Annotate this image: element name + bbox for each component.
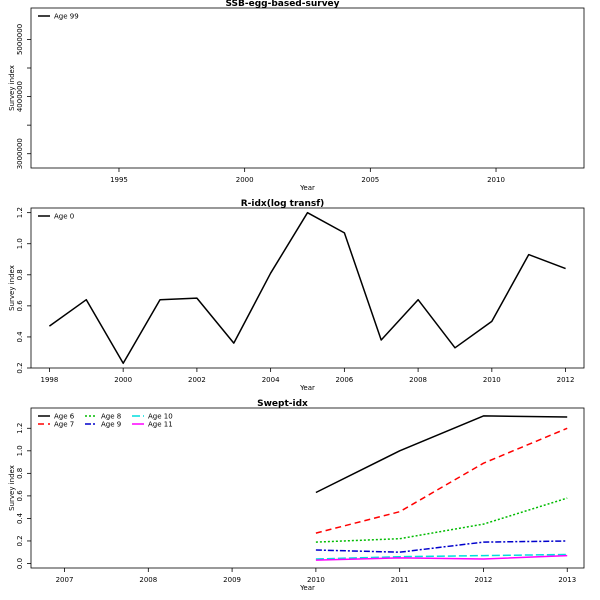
y-tick-label: 5000000 <box>16 24 24 55</box>
chart-title: SSB-egg-based-survey <box>225 0 339 9</box>
legend-label: Age 6 <box>54 413 75 421</box>
x-tick-label: 2005 <box>361 176 379 184</box>
series-line <box>315 415 568 494</box>
x-tick-label: 2013 <box>558 576 576 584</box>
x-tick-label: 2012 <box>475 576 493 584</box>
x-axis-label: Year <box>299 584 315 592</box>
y-axis-label: Survey index <box>8 65 16 111</box>
y-tick-label: 0.2 <box>16 362 24 373</box>
plot-frame <box>30 407 585 569</box>
legend-label: Age 7 <box>54 421 74 429</box>
x-tick-label: 2000 <box>114 376 132 384</box>
y-tick-label: 3000000 <box>16 138 24 169</box>
y-tick-label: 0.4 <box>16 331 24 343</box>
x-axis-label: Year <box>299 384 315 392</box>
x-tick-label: 2004 <box>262 376 280 384</box>
legend-label: Age 8 <box>101 413 121 421</box>
y-tick-label: 0.6 <box>16 300 24 312</box>
y-tick-label: 1.2 <box>16 207 24 218</box>
legend-label: Age 0 <box>54 213 74 221</box>
chart-panel-3: Swept-idx 2007 2008 2009 2010 2011 2012 2013 0.0… <box>8 399 585 592</box>
y-axis-label: Survey index <box>8 265 16 311</box>
x-tick-label: 2006 <box>335 376 353 384</box>
y-tick-label: 1.2 <box>16 423 24 434</box>
x-tick-label: 2011 <box>391 576 409 584</box>
chart-panel-2: R-idx(log transf) 1998 2000 2002 2004 2006 200… <box>8 199 585 392</box>
x-axis-label: Year <box>299 184 315 192</box>
y-tick-label: 0.0 <box>16 558 24 569</box>
series-line <box>315 497 568 543</box>
series-line <box>315 427 568 534</box>
chart-title: R-idx(log transf) <box>241 199 325 209</box>
chart-title: Swept-idx <box>257 399 308 409</box>
y-tick-label: 0.2 <box>16 535 24 546</box>
series-line <box>48 211 566 365</box>
y-tick-label: 4000000 <box>16 81 24 112</box>
y-tick-label: 1.0 <box>16 238 24 249</box>
x-tick-label: 2010 <box>487 176 505 184</box>
series-line <box>315 540 568 553</box>
x-tick-label: 2009 <box>223 576 241 584</box>
y-tick-label: 0.8 <box>16 269 24 280</box>
x-tick-label: 2008 <box>139 576 157 584</box>
x-tick-label: 1998 <box>41 376 59 384</box>
legend-label: Age 10 <box>148 413 173 421</box>
x-tick-label: 2010 <box>307 576 325 584</box>
legend-label: Age 9 <box>101 421 121 429</box>
x-tick-label: 2012 <box>557 376 575 384</box>
series-line <box>315 553 568 560</box>
plot-frame <box>30 7 585 169</box>
chart-panel-1: SSB-egg-based-survey 1995 2000 2005 2010 3000… <box>8 0 585 192</box>
x-tick-label: 2010 <box>483 376 501 384</box>
x-tick-label: 2008 <box>409 376 427 384</box>
x-tick-label: 1995 <box>110 176 128 184</box>
y-tick-label: 1.0 <box>16 445 24 456</box>
plot-frame <box>30 207 585 369</box>
x-tick-label: 2000 <box>236 176 254 184</box>
y-tick-label: 0.6 <box>16 490 24 502</box>
x-tick-label: 2002 <box>188 376 206 384</box>
legend-label: Age 99 <box>54 13 79 21</box>
y-tick-label: 0.8 <box>16 468 24 479</box>
y-axis-label: Survey index <box>8 465 16 511</box>
series-line <box>315 554 568 561</box>
legend-label: Age 11 <box>148 421 173 429</box>
y-tick-label: 0.4 <box>16 512 24 524</box>
x-tick-label: 2007 <box>56 576 74 584</box>
